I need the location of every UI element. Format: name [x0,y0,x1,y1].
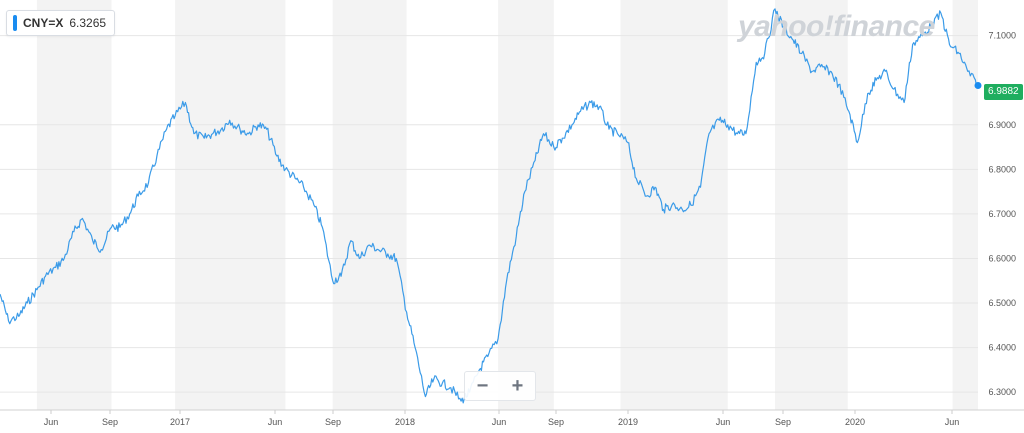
chart-band [952,0,978,410]
chart-grid [0,35,978,393]
y-tick-label: 6.9000 [988,120,1016,130]
x-tick-label: Jun [492,417,507,427]
x-tick-label: Sep [102,417,118,427]
zoom-out-button[interactable]: − [476,374,489,397]
chart-band [36,0,112,410]
x-tick-label: 2017 [170,417,190,427]
last-point-marker [974,81,982,89]
x-tick-label: 2018 [395,417,415,427]
y-tick-label: 6.4000 [988,343,1016,353]
chart-band [332,0,407,410]
y-tick-label: 6.6000 [988,253,1016,263]
zoom-controls: − + [464,371,536,401]
x-tick-label: Jun [268,417,283,427]
series-line [0,8,979,404]
chart-series [0,8,982,404]
chart-band [775,0,848,410]
ticker-value: 6.3265 [69,16,107,30]
x-tick-label: 2020 [845,417,865,427]
x-tick-label: 2019 [618,417,638,427]
x-tick-label: Jun [44,417,59,427]
x-tick-label: Sep [775,417,791,427]
x-tick-label: Sep [325,417,341,427]
chart-band [175,0,286,410]
y-tick-label: 6.7000 [988,209,1016,219]
current-price-label: 6.9882 [984,84,1023,100]
x-tick-label: Jun [945,417,960,427]
zoom-in-button[interactable]: + [511,374,524,397]
watermark-logo: yahoo!finance [738,10,935,43]
chart-bands [36,0,978,410]
series-swatch-icon [13,15,17,31]
x-tick-label: Jun [716,417,731,427]
y-axis: 6.3000 6.4000 6.5000 6.6000 6.7000 6.8000 6.90… [988,31,1016,398]
y-tick-label: 6.3000 [988,387,1016,397]
ticker-symbol: CNY=X [23,16,64,30]
y-tick-label: 6.8000 [988,164,1016,174]
x-tick-label: Sep [548,417,564,427]
ticker-chip[interactable]: CNY=X 6.3265 [6,10,116,36]
chart-band [498,0,554,410]
y-tick-label: 6.5000 [988,298,1016,308]
x-axis: Jun Sep 2017 Jun Sep 2018 Jun Sep 2019 Jun Sep 2020… [0,409,1024,427]
y-tick-label: 7.1000 [988,31,1016,41]
